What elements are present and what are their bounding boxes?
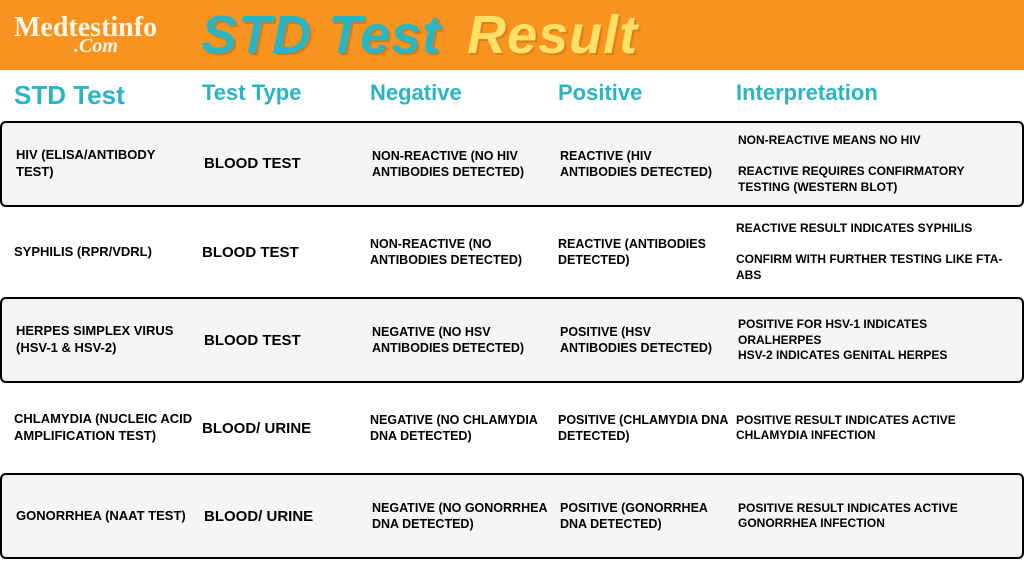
col-interpretation: Interpretation: [736, 80, 1010, 111]
column-headers: STD Test Test Type Negative Positive Int…: [0, 70, 1024, 119]
cell-positive: REACTIVE (HIV ANTIBODIES DETECTED): [560, 148, 730, 181]
cell-positive: POSITIVE (CHLAMYDIA DNA DETECTED): [558, 412, 728, 445]
col-std-test: STD Test: [14, 80, 194, 111]
cell-test-name: HERPES SIMPLEX VIRUS (HSV-1 & HSV-2): [16, 323, 196, 357]
cell-interpretation: REACTIVE RESULT INDICATES SYPHILIS CONFI…: [736, 221, 1010, 283]
cell-test-type: BLOOD TEST: [202, 243, 362, 263]
cell-negative: NON-REACTIVE (NO ANTIBODIES DETECTED): [370, 236, 550, 269]
title-part2: Result: [467, 5, 638, 65]
cell-positive: REACTIVE (ANTIBODIES DETECTED): [558, 236, 728, 269]
cell-negative: NON-REACTIVE (NO HIV ANTIBODIES DETECTED…: [372, 148, 552, 181]
cell-positive: POSITIVE (GONORRHEA DNA DETECTED): [560, 500, 730, 533]
cell-interpretation: POSITIVE RESULT INDICATES ACTIVE CHLAMYD…: [736, 413, 1010, 444]
cell-test-type: BLOOD/ URINE: [202, 419, 362, 439]
title-part1: STD Test: [201, 5, 441, 65]
cell-negative: NEGATIVE (NO GONORRHEA DNA DETECTED): [372, 500, 552, 533]
table-row: SYPHILIS (RPR/VDRL) BLOOD TEST NON-REACTIV…: [0, 209, 1024, 295]
table-rows: HIV (ELISA/ANTIBODY TEST) BLOOD TEST NON-R…: [0, 119, 1024, 561]
col-negative: Negative: [370, 80, 550, 111]
cell-test-type: BLOOD TEST: [204, 331, 364, 351]
cell-test-type: BLOOD TEST: [204, 154, 364, 174]
table-row: HERPES SIMPLEX VIRUS (HSV-1 & HSV-2) BLOO…: [0, 297, 1024, 383]
header: Medtestinfo .Com STD Test Result: [0, 0, 1024, 70]
cell-negative: NEGATIVE (NO CHLAMYDIA DNA DETECTED): [370, 412, 550, 445]
cell-interpretation: POSITIVE FOR HSV-1 INDICATES ORALHERPES …: [738, 317, 1008, 364]
cell-interpretation: POSITIVE RESULT INDICATES ACTIVE GONORRH…: [738, 501, 1008, 532]
page-title: STD Test Result: [201, 8, 638, 62]
cell-test-name: HIV (ELISA/ANTIBODY TEST): [16, 147, 196, 181]
cell-interpretation: NON-REACTIVE MEANS NO HIV REACTIVE REQUI…: [738, 133, 1008, 195]
cell-test-name: GONORRHEA (NAAT TEST): [16, 508, 196, 525]
col-positive: Positive: [558, 80, 728, 111]
table-row: CHLAMYDIA (NUCLEIC ACID AMPLIFICATION TE…: [0, 385, 1024, 471]
cell-positive: POSITIVE (HSV ANTIBODIES DETECTED): [560, 324, 730, 357]
col-test-type: Test Type: [202, 80, 362, 111]
table-row: HIV (ELISA/ANTIBODY TEST) BLOOD TEST NON-R…: [0, 121, 1024, 207]
logo: Medtestinfo .Com: [14, 14, 157, 56]
table-row: GONORRHEA (NAAT TEST) BLOOD/ URINE NEGATIV…: [0, 473, 1024, 559]
cell-test-type: BLOOD/ URINE: [204, 507, 364, 527]
cell-negative: NEGATIVE (NO HSV ANTIBODIES DETECTED): [372, 324, 552, 357]
cell-test-name: SYPHILIS (RPR/VDRL): [14, 244, 194, 261]
cell-test-name: CHLAMYDIA (NUCLEIC ACID AMPLIFICATION TE…: [14, 411, 194, 445]
